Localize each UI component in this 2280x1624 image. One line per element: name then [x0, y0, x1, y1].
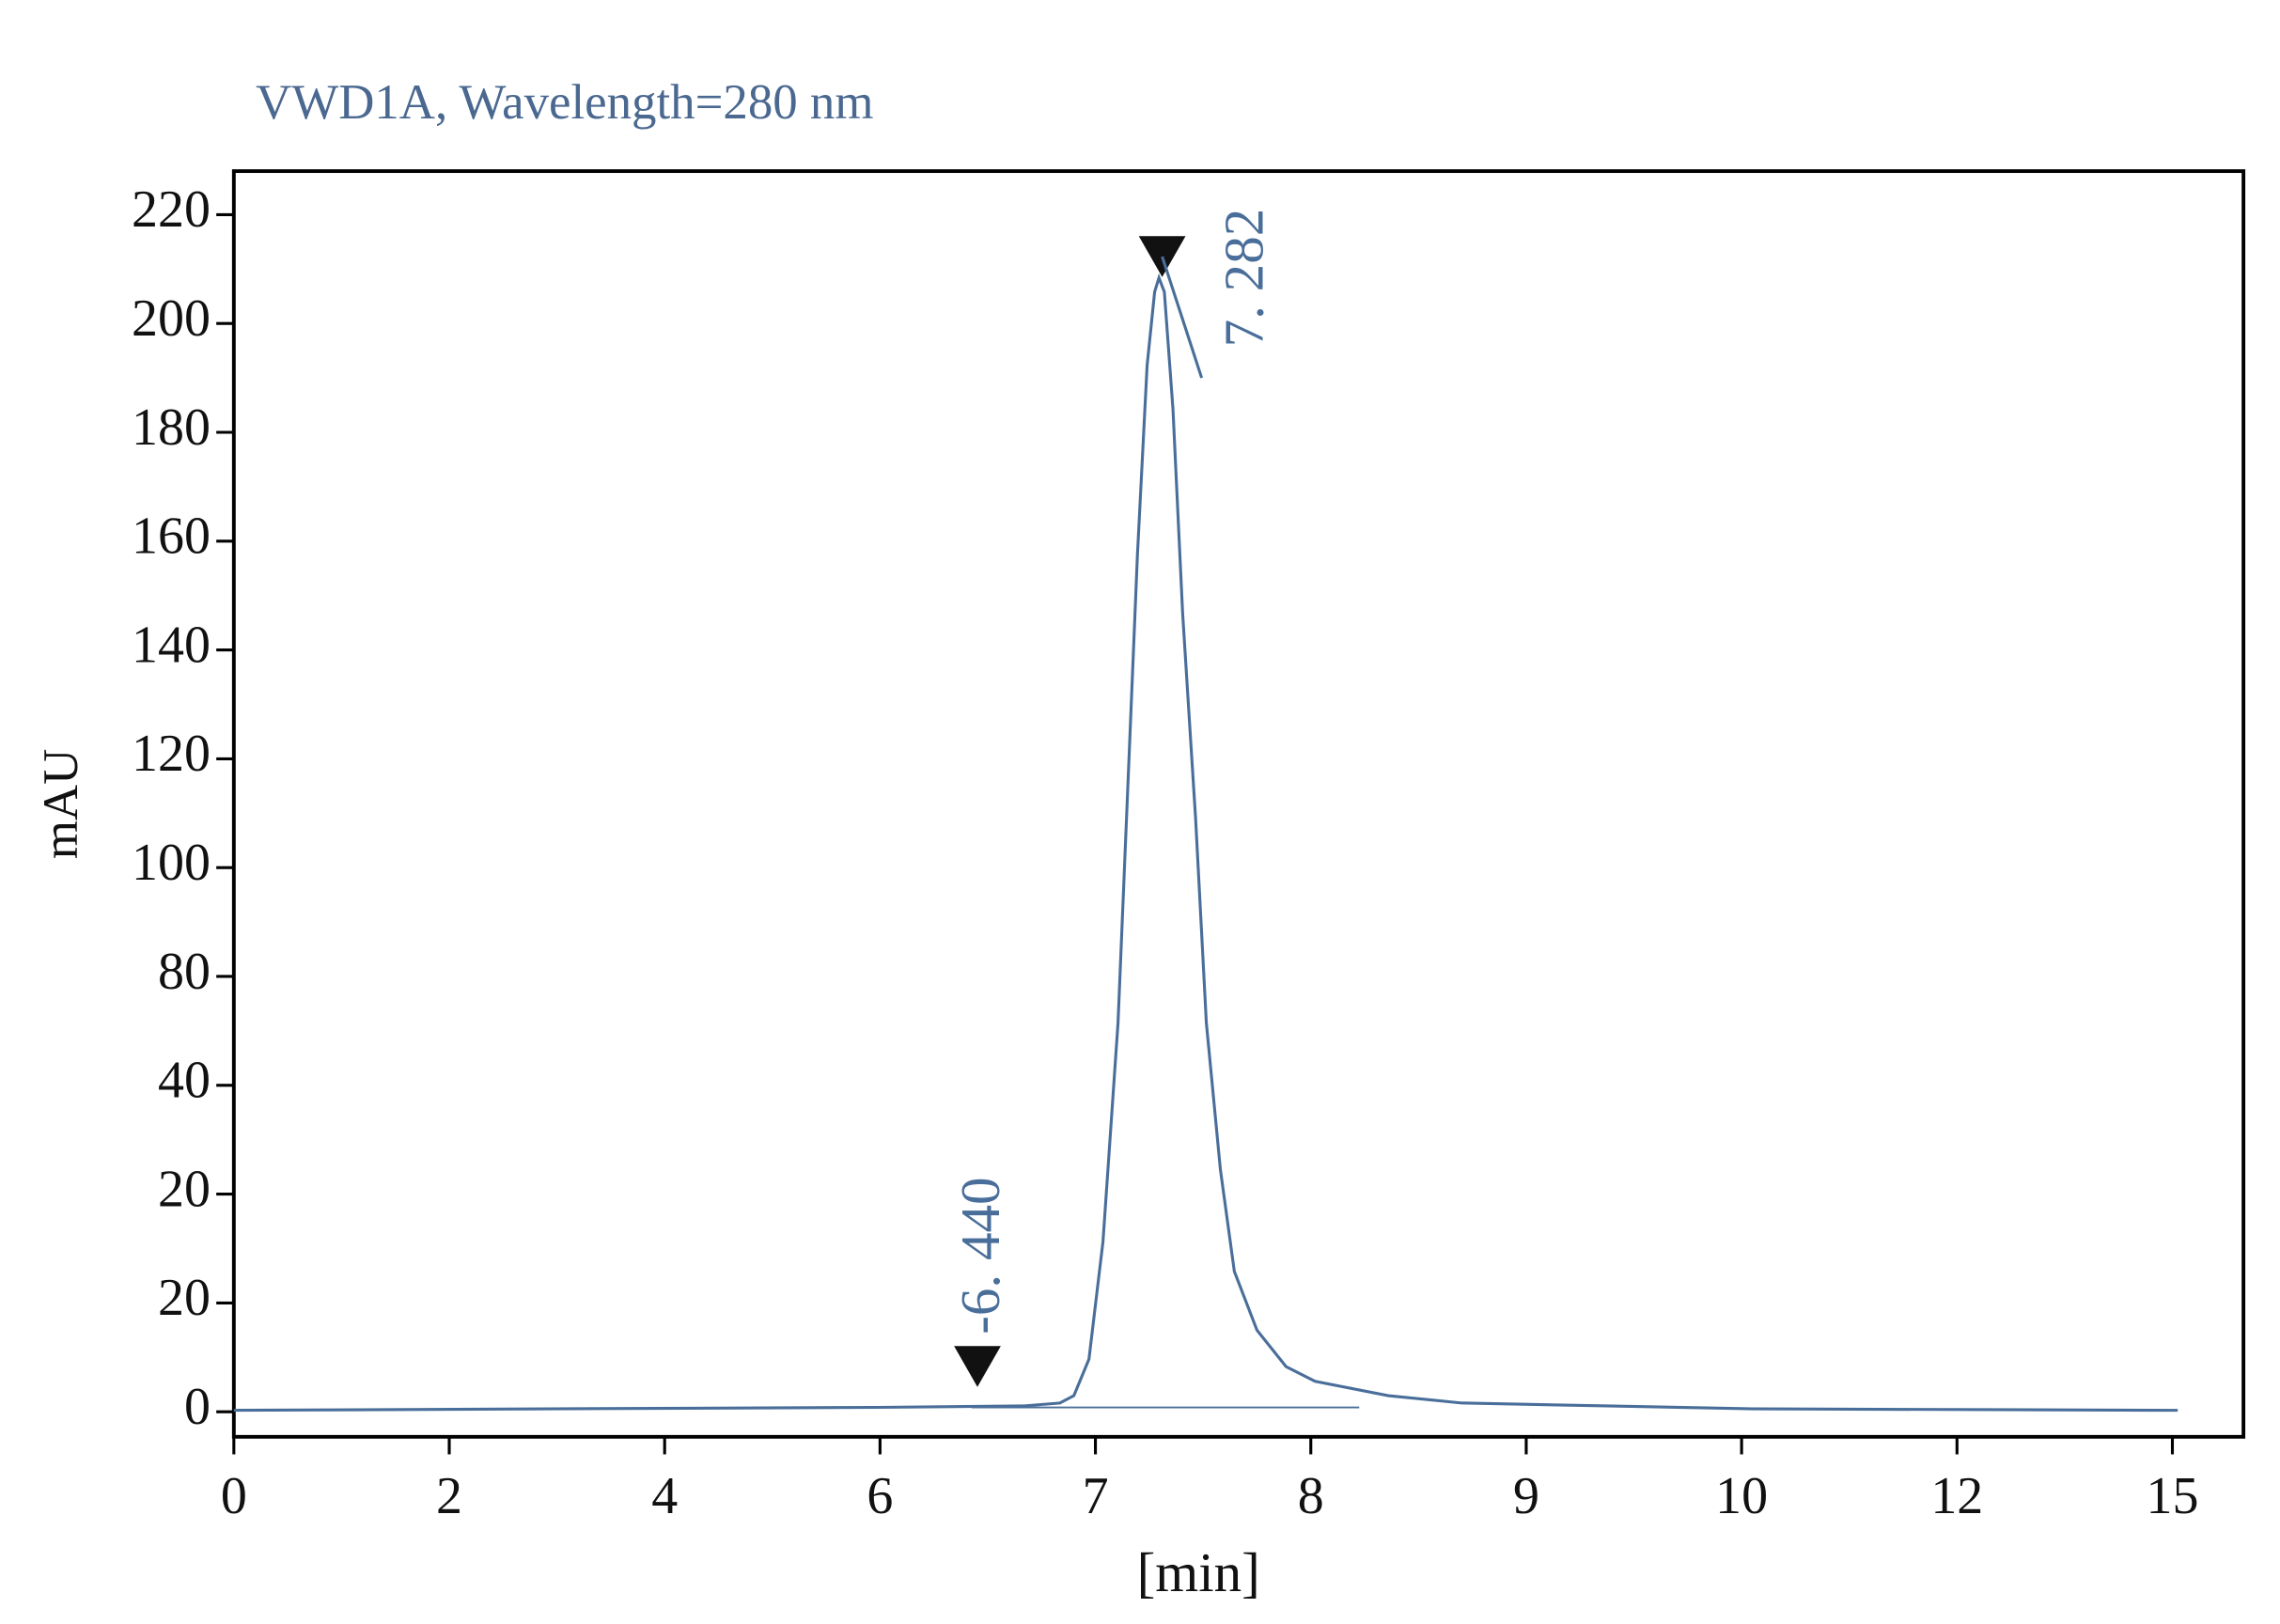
- y-tick-label: 160: [132, 508, 211, 566]
- chart-title: VWD1A, Wavelength=280 nm: [256, 75, 873, 130]
- y-axis-label: mAU: [34, 749, 88, 859]
- y-tick-label: 20: [158, 1269, 211, 1327]
- peak-label: 7. 282: [1212, 209, 1274, 348]
- plot-frame: [231, 169, 2246, 1439]
- marker-leader: [1161, 256, 1204, 379]
- x-tick-label: 12: [1930, 1467, 1983, 1525]
- x-tick-label: 2: [436, 1467, 462, 1525]
- x-tick-label: 0: [221, 1467, 247, 1525]
- y-tick-label: 140: [132, 616, 211, 674]
- y-tick-label: 0: [184, 1378, 211, 1436]
- y-tick-label: 80: [158, 943, 211, 1001]
- chromatogram-line: [233, 273, 2178, 1413]
- y-tick-label: 180: [132, 398, 211, 457]
- x-axis-label: [min]: [1137, 1541, 1260, 1603]
- y-tick-label: 120: [132, 725, 211, 783]
- peak-label: -6. 440: [949, 1177, 1011, 1334]
- y-tick-label: 20: [158, 1160, 211, 1218]
- y-tick-label: 220: [132, 180, 211, 239]
- x-tick-label: 15: [2147, 1467, 2199, 1525]
- x-tick-label: 6: [867, 1467, 893, 1525]
- y-tick-label: 200: [132, 289, 211, 348]
- x-tick-label: 10: [1715, 1467, 1768, 1525]
- x-tick-label: 8: [1298, 1467, 1324, 1525]
- x-tick-label: 4: [651, 1467, 678, 1525]
- x-tick-label: 9: [1513, 1467, 1539, 1525]
- peak-marker: [954, 1346, 1001, 1387]
- y-tick-label: 40: [158, 1052, 211, 1110]
- y-tick-label: 100: [132, 834, 211, 892]
- x-tick-label: 7: [1083, 1467, 1109, 1525]
